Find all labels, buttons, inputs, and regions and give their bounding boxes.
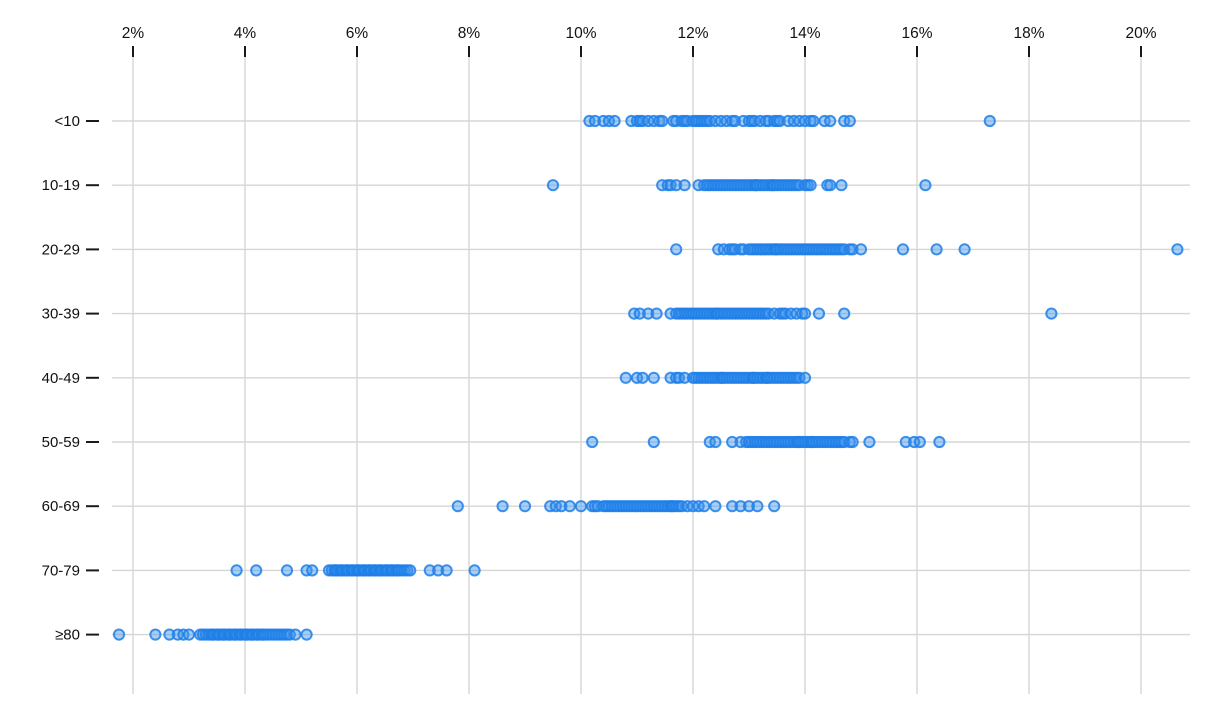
data-point xyxy=(300,628,313,641)
data-point xyxy=(726,435,739,449)
data-point xyxy=(250,564,263,577)
data-point xyxy=(742,500,756,513)
y-category-label: 60-69 xyxy=(42,498,80,515)
data-point xyxy=(930,243,943,256)
x-tick-label: 6% xyxy=(346,25,369,42)
y-category-label: 20-29 xyxy=(42,241,80,258)
data-point xyxy=(149,628,162,641)
data-point xyxy=(728,114,742,128)
data-point xyxy=(440,564,453,577)
data-point xyxy=(656,114,669,128)
y-category-label: ≥80 xyxy=(55,627,80,644)
data-point xyxy=(843,114,856,128)
data-point xyxy=(289,628,302,641)
data-point xyxy=(451,500,464,513)
y-category-label: 30-39 xyxy=(42,306,80,323)
data-point xyxy=(636,371,649,384)
y-category-label: 50-59 xyxy=(42,434,80,451)
data-point xyxy=(919,179,932,192)
data-point xyxy=(896,243,910,256)
data-point xyxy=(670,243,683,256)
data-point xyxy=(807,114,820,128)
data-point xyxy=(650,307,663,320)
data-point xyxy=(280,564,294,577)
data-point xyxy=(230,564,243,577)
data-point xyxy=(647,371,660,384)
data-point xyxy=(163,628,176,641)
data-point xyxy=(432,564,445,577)
data-point xyxy=(913,435,926,449)
data-point xyxy=(768,500,781,513)
data-point xyxy=(642,307,655,320)
data-point xyxy=(709,435,722,449)
data-point xyxy=(846,243,859,256)
data-point xyxy=(958,243,971,256)
data-point xyxy=(1045,307,1058,320)
data-point xyxy=(619,371,632,384)
y-category-label: 70-79 xyxy=(42,562,80,579)
data-point xyxy=(588,114,602,128)
data-point xyxy=(182,628,196,641)
data-point xyxy=(798,307,812,320)
x-tick-label: 12% xyxy=(677,25,708,42)
x-tick-label: 8% xyxy=(458,25,481,42)
data-point xyxy=(555,500,568,513)
data-point xyxy=(751,500,764,513)
data-point xyxy=(633,307,646,320)
data-point xyxy=(933,435,946,449)
data-point xyxy=(306,564,319,577)
data-point xyxy=(112,628,126,641)
data-point xyxy=(824,179,837,192)
data-point xyxy=(835,179,848,192)
data-point xyxy=(670,179,683,192)
data-point xyxy=(983,114,996,128)
x-tick-label: 20% xyxy=(1125,25,1156,42)
data-point xyxy=(899,435,912,449)
data-point xyxy=(798,371,812,384)
data-point xyxy=(423,564,436,577)
data-point xyxy=(546,179,560,192)
data-point xyxy=(838,307,851,320)
data-point xyxy=(863,435,876,449)
x-tick-label: 14% xyxy=(789,25,820,42)
data-point xyxy=(608,114,621,128)
x-tick-label: 10% xyxy=(565,25,596,42)
x-tick-label: 16% xyxy=(901,25,932,42)
data-point xyxy=(678,179,691,192)
data-point xyxy=(1171,243,1184,256)
data-point xyxy=(773,114,786,128)
data-point xyxy=(574,500,588,513)
y-category-label: 10-19 xyxy=(42,177,80,194)
data-point xyxy=(812,307,826,320)
x-tick-label: 2% xyxy=(122,25,145,42)
data-point xyxy=(698,500,711,513)
data-point xyxy=(709,500,722,513)
data-point xyxy=(647,435,660,449)
data-point xyxy=(824,114,837,128)
data-point xyxy=(404,564,417,577)
data-point xyxy=(846,435,859,449)
data-point xyxy=(804,179,817,192)
data-point xyxy=(586,435,599,449)
data-point xyxy=(518,500,532,513)
data-point xyxy=(496,500,509,513)
data-point xyxy=(726,500,739,513)
x-tick-label: 4% xyxy=(234,25,257,42)
data-point xyxy=(468,564,481,577)
x-tick-label: 18% xyxy=(1013,25,1044,42)
data-point xyxy=(563,500,576,513)
y-category-label: 40-49 xyxy=(42,370,80,387)
data-point xyxy=(734,500,747,513)
y-category-label: <10 xyxy=(55,113,80,130)
data-point xyxy=(854,243,868,256)
